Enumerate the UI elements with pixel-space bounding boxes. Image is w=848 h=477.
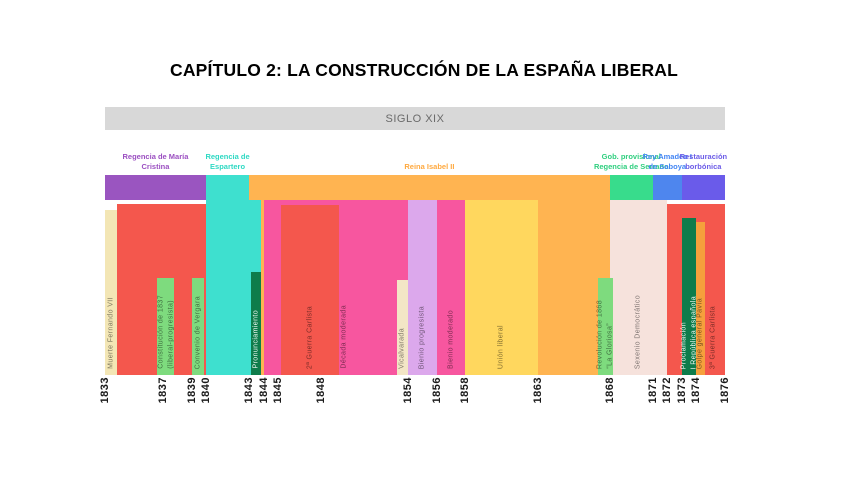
axis-year-1854: 1854	[401, 377, 414, 404]
axis-year-1856: 1856	[430, 377, 443, 404]
reign-band-row	[105, 175, 725, 200]
siglo-banner: SIGLO XIX	[105, 107, 725, 130]
bar-label-line: Golpe general Pavía	[696, 297, 704, 369]
reign-band-regencia-maria-cristina	[105, 175, 206, 200]
axis-year-1858: 1858	[459, 377, 472, 404]
bar-label-segunda-guerra-carlista: 2ª Guerra Carlista	[305, 306, 314, 369]
bar-label-line: Revolución de 1868	[596, 299, 604, 369]
bar-label-tercera-guerra-carlista: 3ª Guerra Carlista	[709, 306, 718, 369]
bar-muerte-fernando-vii: Muerte Fernando VII	[105, 210, 118, 375]
bar-label-line: Década moderada	[340, 305, 348, 369]
axis-year-1843: 1843	[243, 377, 256, 404]
bar-label-muerte-fernando-vii: Muerte Fernando VII	[107, 297, 116, 369]
bar-label-line: Pronunciamiento	[252, 310, 260, 369]
page-title: CAPÍTULO 2: LA CONSTRUCCIÓN DE LA ESPAÑA…	[169, 60, 679, 80]
axis-year-1863: 1863	[531, 377, 544, 404]
bar-label-line: Proclamación	[680, 321, 688, 369]
bar-label-vicalvarada: Vicalvarada	[398, 328, 407, 369]
reign-label-regencia-espartero: Regencia de Espartero	[205, 151, 250, 171]
bar-label-line: Sexenio Democrático	[634, 294, 642, 369]
bar-label-bienio-moderado: Bienio moderado	[446, 310, 455, 369]
timeline-main: 1ª Guerra CarlistaMuerte Fernando VIIDéc…	[105, 200, 725, 375]
bar-label-decada-moderada: Década moderada	[340, 305, 349, 369]
bar-label-line: (liberal-progresista)	[167, 300, 175, 369]
reign-band-rey-amadeo-i-saboya	[652, 175, 682, 200]
reign-labels-row: Regencia de María Cristina Regencia de Es…	[105, 130, 728, 175]
bar-tercera-guerra-carlista: 3ª Guerra Carlista	[667, 204, 725, 375]
bar-revolucion-1868: Revolución de 1868 “La Gloriosa”	[596, 278, 615, 375]
reign-label-regencia-maria-cristina: Regencia de María Cristina	[122, 151, 189, 171]
bar-primera-republica: Proclamación I República española	[680, 218, 697, 375]
bar-vicalvarada: Vicalvarada	[396, 280, 408, 375]
bar-label-line: “La Gloriosa”	[606, 323, 614, 369]
bar-label-line: 3ª Guerra Carlista	[709, 305, 717, 369]
bar-label-union-liberal: Unión liberal	[497, 325, 506, 369]
axis-year-1833: 1833	[99, 377, 111, 404]
bar-label-convenio-vergara: Convenio de Vergara	[193, 296, 202, 369]
axis-year-1848: 1848	[315, 377, 328, 404]
axis-year-1845: 1845	[272, 377, 285, 404]
axis-year-1874: 1874	[690, 377, 703, 404]
bar-label-bienio-progresista: Bienio progresista	[418, 306, 427, 369]
bar-bienio-progresista: Bienio progresista	[407, 200, 437, 375]
bar-sexenio-democratico: Sexenio Democrático	[609, 200, 668, 375]
bar-convenio-vergara: Convenio de Vergara	[191, 278, 205, 375]
timeline-axis: 1833 1837 1839 1840 1843 1844 1845 1848 1854 1856…	[99, 375, 731, 415]
bar-label-line: Bienio progresista	[418, 305, 426, 369]
reign-label-restauracion-borbonica: Restauración borbónica	[679, 151, 728, 171]
axis-year-1868: 1868	[603, 377, 616, 404]
bar-label-line: Muerte Fernando VII	[107, 297, 115, 369]
axis-year-1872: 1872	[661, 377, 674, 404]
bar-label-line: Vicalvarada	[398, 328, 406, 369]
axis-year-1837: 1837	[156, 377, 169, 404]
axis-year-1840: 1840	[199, 377, 212, 404]
reign-label-rey-amadeo-i-saboya: Rey Amadeo I de Saboya	[642, 151, 692, 171]
timeline-chart: SIGLO XIX Regencia de María Cristina Rege…	[99, 107, 731, 415]
bar-label-sexenio-democratico: Sexenio Democrático	[634, 295, 643, 369]
bar-label-line: Constitución de 1837	[156, 295, 164, 369]
reign-band-regencia-espartero	[205, 175, 250, 200]
reign-band-reina-isabel-ii	[249, 175, 610, 200]
bar-union-liberal: Unión liberal	[465, 200, 538, 375]
bar-label-line: Unión liberal	[497, 324, 505, 369]
reign-label-gobierno-provisional-serrano: Gob. provisional Regencia de Serrano	[593, 151, 669, 171]
reign-band-gobierno-provisional-serrano	[609, 175, 653, 200]
bar-bienio-moderado: Bienio moderado	[436, 200, 466, 375]
bar-label-constitucion-1837: Constitución de 1837 (liberal-progresista…	[156, 295, 175, 369]
bar-label-pronunciamiento-1843: Pronunciamiento	[251, 310, 260, 369]
axis-year-1876: 1876	[719, 377, 731, 404]
bar-label-line: Bienio moderado	[447, 310, 455, 369]
axis-year-1871: 1871	[646, 377, 659, 404]
bar-segunda-guerra-carlista: 2ª Guerra Carlista	[280, 205, 339, 375]
reign-band-restauracion-borbonica	[681, 175, 725, 200]
bar-label-line: 2ª Guerra Carlista	[306, 305, 314, 369]
bar-pronunciamiento-1843: Pronunciamiento	[250, 272, 262, 375]
axis-year-1844: 1844	[257, 377, 270, 404]
bar-label-revolucion-1868: Revolución de 1868 “La Gloriosa”	[596, 300, 615, 369]
bar-constitucion-1837: Constitución de 1837 (liberal-progresista…	[156, 278, 175, 375]
bar-golpe-general-pavia: Golpe general Pavía	[696, 222, 705, 375]
bar-label-line: Convenio de Vergara	[194, 295, 202, 369]
bar-label-golpe-general-pavia: Golpe general Pavía	[696, 298, 705, 369]
axis-year-1873: 1873	[675, 377, 688, 404]
reign-label-reina-isabel-ii: Reina Isabel II	[404, 161, 455, 171]
axis-year-1839: 1839	[185, 377, 198, 404]
